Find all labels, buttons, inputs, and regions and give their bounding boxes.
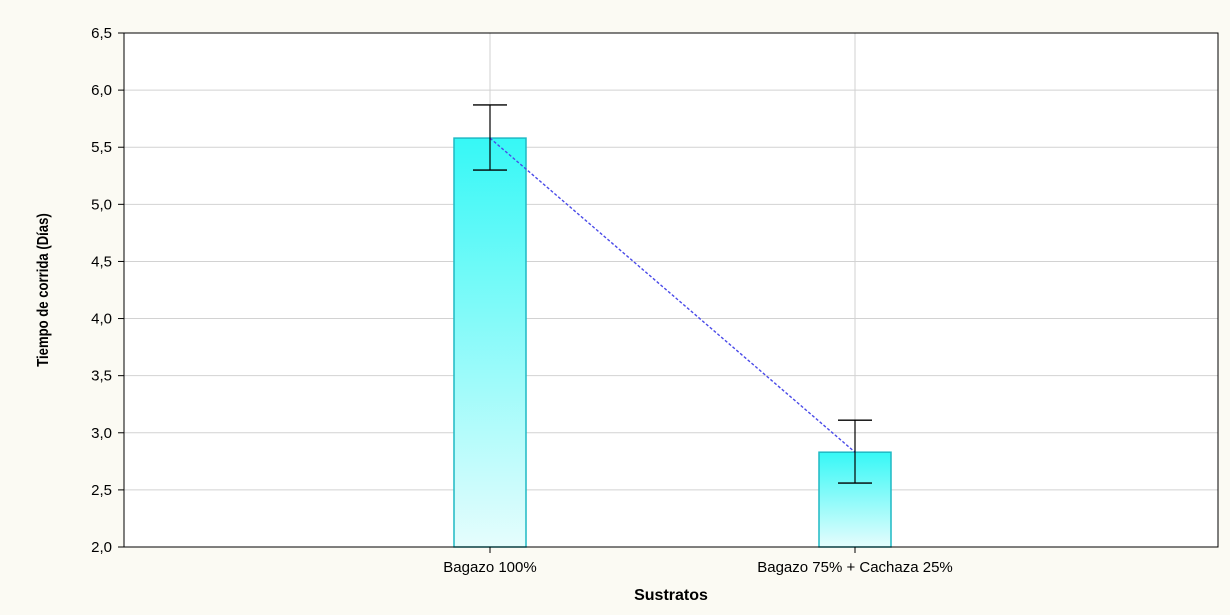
mean-line (489, 137, 856, 453)
y-tick-label: 5,0 (91, 196, 112, 213)
y-tick-label: 5,5 (91, 139, 112, 156)
y-tick-label: 2,5 (91, 482, 112, 499)
error-bar-layer (473, 104, 872, 484)
y-tick-label: 6,0 (91, 82, 112, 99)
x-tick-label: Bagazo 75% + Cachaza 25% (757, 559, 953, 576)
bar (453, 137, 527, 548)
x-tick-label: Bagazo 100% (443, 559, 536, 576)
plot-frame (123, 32, 1219, 548)
y-tick-label: 4,5 (91, 253, 112, 270)
mean-line-layer (489, 137, 856, 453)
y-tick-label: 4,0 (91, 311, 112, 328)
x-axis-title: Sustratos (634, 587, 708, 604)
plot-area (124, 33, 1218, 547)
y-tick-label: 3,0 (91, 425, 112, 442)
grid-layer (124, 33, 1218, 547)
y-axis-title: Tiempo de corrida (Días) (35, 213, 52, 367)
y-tick-label: 6,5 (91, 25, 112, 42)
y-tick-label: 3,5 (91, 368, 112, 385)
y-tick-label: 2,0 (91, 539, 112, 556)
tick-layer: 2,0 2,5 3,0 3,5 4,0 4,5 5,0 5,5 6,0 6,5 Bagazo 100… (91, 25, 953, 576)
